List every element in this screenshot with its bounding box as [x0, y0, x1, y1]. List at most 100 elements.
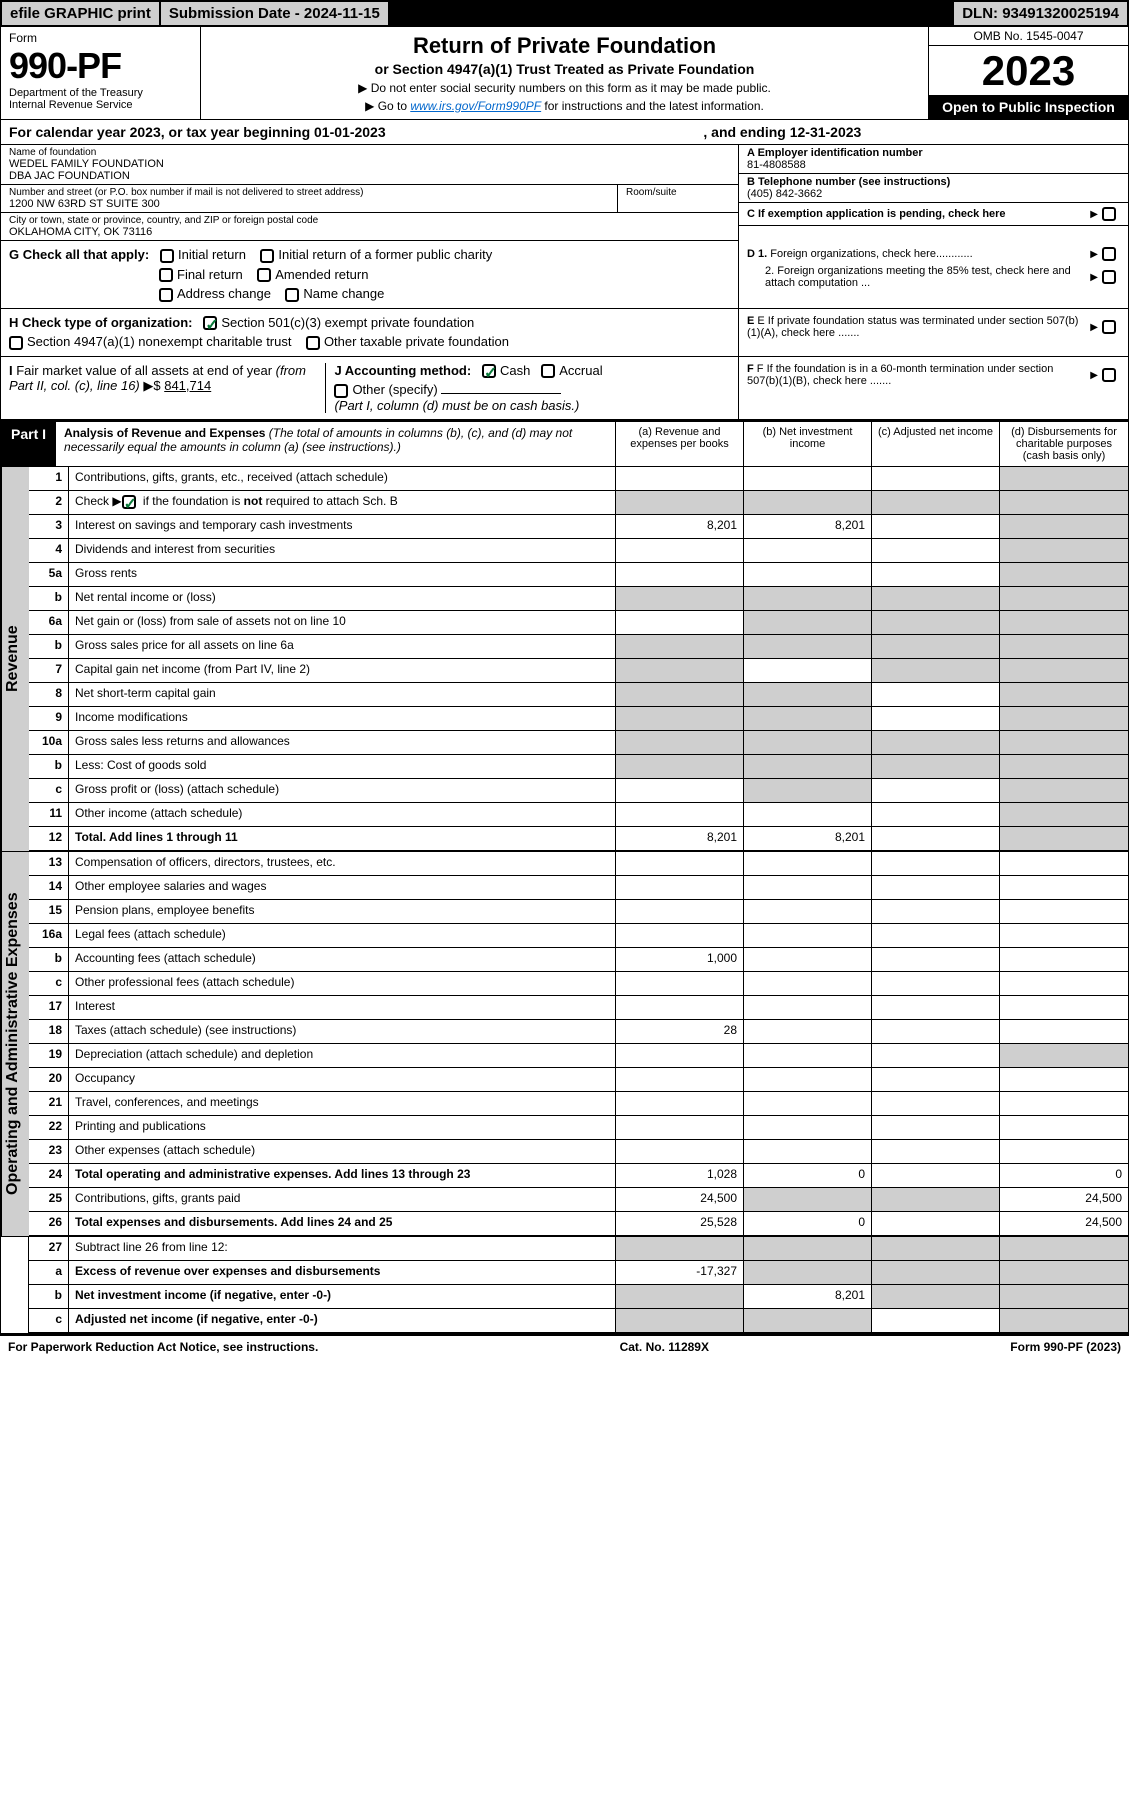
top-bar: efile GRAPHIC print Submission Date - 20… — [0, 0, 1129, 27]
calendar-year-end: , and ending 12-31-2023 — [703, 124, 1120, 140]
table-row: 1Contributions, gifts, grants, etc., rec… — [29, 467, 1128, 491]
table-row: bLess: Cost of goods sold — [29, 755, 1128, 779]
ein-value: 81-4808588 — [747, 159, 1120, 171]
cash-check[interactable] — [482, 364, 496, 378]
table-row: 22Printing and publications — [29, 1116, 1128, 1140]
form-label: Form — [9, 31, 192, 45]
initial-return-check[interactable] — [160, 249, 174, 263]
table-row: cAdjusted net income (if negative, enter… — [29, 1309, 1128, 1333]
501c3-check[interactable] — [203, 316, 217, 330]
col-c-header: (c) Adjusted net income — [872, 422, 1000, 466]
paperwork-notice: For Paperwork Reduction Act Notice, see … — [8, 1340, 318, 1354]
table-row: bGross sales price for all assets on lin… — [29, 635, 1128, 659]
tax-year: 2023 — [929, 46, 1128, 95]
h-label: H Check type of organization: — [9, 315, 192, 330]
final-return-check[interactable] — [159, 268, 173, 282]
part1-title: Analysis of Revenue and Expenses — [64, 426, 265, 440]
col-a-header: (a) Revenue and expenses per books — [616, 422, 744, 466]
table-row: 23Other expenses (attach schedule) — [29, 1140, 1128, 1164]
table-row: 27Subtract line 26 from line 12: — [29, 1237, 1128, 1261]
table-row: bAccounting fees (attach schedule)1,000 — [29, 948, 1128, 972]
foundation-name-label: Name of foundation — [9, 147, 730, 158]
table-row: 8Net short-term capital gain — [29, 683, 1128, 707]
omb-number: OMB No. 1545-0047 — [929, 27, 1128, 46]
table-row: 21Travel, conferences, and meetings — [29, 1092, 1128, 1116]
irs-link-note: ▶ Go to www.irs.gov/Form990PF for instru… — [209, 99, 920, 113]
j-label: J Accounting method: — [334, 363, 471, 378]
table-row: bNet investment income (if negative, ent… — [29, 1285, 1128, 1309]
revenue-section-label: Revenue — [1, 467, 29, 851]
table-row: 26Total expenses and disbursements. Add … — [29, 1212, 1128, 1236]
table-row: 12Total. Add lines 1 through 118,2018,20… — [29, 827, 1128, 851]
open-public: Open to Public Inspection — [929, 95, 1128, 119]
foundation-name1: WEDEL FAMILY FOUNDATION — [9, 158, 730, 170]
ein-label: A Employer identification number — [747, 147, 1120, 159]
accrual-check[interactable] — [541, 364, 555, 378]
table-row: 15Pension plans, employee benefits — [29, 900, 1128, 924]
irs: Internal Revenue Service — [9, 99, 192, 111]
table-row: 19Depreciation (attach schedule) and dep… — [29, 1044, 1128, 1068]
table-row: aExcess of revenue over expenses and dis… — [29, 1261, 1128, 1285]
other-tax-check[interactable] — [306, 336, 320, 350]
table-row: cGross profit or (loss) (attach schedule… — [29, 779, 1128, 803]
phone-label: B Telephone number (see instructions) — [747, 176, 1120, 188]
foundation-name2: DBA JAC FOUNDATION — [9, 170, 730, 182]
ssn-note: ▶ Do not enter social security numbers o… — [209, 81, 920, 95]
d2-label: 2. Foreign organizations meeting the 85%… — [747, 265, 1086, 289]
table-row: 25Contributions, gifts, grants paid24,50… — [29, 1188, 1128, 1212]
form-title: Return of Private Foundation — [209, 33, 920, 59]
part1-label: Part I — [1, 422, 56, 466]
calendar-year-begin: For calendar year 2023, or tax year begi… — [9, 124, 703, 140]
table-row: 9Income modifications — [29, 707, 1128, 731]
submission-date: Submission Date - 2024-11-15 — [161, 2, 390, 25]
table-row: 5aGross rents — [29, 563, 1128, 587]
j-note: (Part I, column (d) must be on cash basi… — [334, 398, 579, 413]
table-row: 2Check ▶ if the foundation is not requir… — [29, 491, 1128, 515]
table-row: 6aNet gain or (loss) from sale of assets… — [29, 611, 1128, 635]
room-label: Room/suite — [626, 187, 730, 198]
form-number: 990-PF — [9, 45, 192, 87]
foreign-org-check[interactable] — [1102, 247, 1116, 261]
table-row: 13Compensation of officers, directors, t… — [29, 852, 1128, 876]
exemption-checkbox[interactable] — [1102, 207, 1116, 221]
table-row: 4Dividends and interest from securities — [29, 539, 1128, 563]
exemption-pending-label: C If exemption application is pending, c… — [747, 208, 1006, 220]
name-change-check[interactable] — [285, 288, 299, 302]
other-method-check[interactable] — [334, 384, 348, 398]
table-row: 7Capital gain net income (from Part IV, … — [29, 659, 1128, 683]
dept-treasury: Department of the Treasury — [9, 87, 192, 99]
initial-former-check[interactable] — [260, 249, 274, 263]
irs-form-link[interactable]: www.irs.gov/Form990PF — [410, 99, 541, 113]
table-row: 16aLegal fees (attach schedule) — [29, 924, 1128, 948]
table-row: bNet rental income or (loss) — [29, 587, 1128, 611]
city-state-zip: OKLAHOMA CITY, OK 73116 — [9, 226, 730, 238]
fmv-value: 841,714 — [164, 378, 211, 393]
table-row: 20Occupancy — [29, 1068, 1128, 1092]
efile-label: efile GRAPHIC print — [2, 2, 161, 25]
form-subtitle: or Section 4947(a)(1) Trust Treated as P… — [209, 61, 920, 77]
cat-no: Cat. No. 11289X — [620, 1340, 709, 1354]
foreign-85-check[interactable] — [1102, 270, 1116, 284]
4947a1-check[interactable] — [9, 336, 23, 350]
table-row: 10aGross sales less returns and allowanc… — [29, 731, 1128, 755]
expenses-section-label: Operating and Administrative Expenses — [1, 852, 29, 1236]
table-row: 14Other employee salaries and wages — [29, 876, 1128, 900]
amended-return-check[interactable] — [257, 268, 271, 282]
dln: DLN: 93491320025194 — [952, 2, 1127, 25]
col-b-header: (b) Net investment income — [744, 422, 872, 466]
city-label: City or town, state or province, country… — [9, 215, 730, 226]
address-change-check[interactable] — [159, 288, 173, 302]
status-terminated-check[interactable] — [1102, 320, 1116, 334]
street-address: 1200 NW 63RD ST SUITE 300 — [9, 198, 609, 210]
table-row: 3Interest on savings and temporary cash … — [29, 515, 1128, 539]
form-footer: Form 990-PF (2023) — [1010, 1340, 1121, 1354]
street-label: Number and street (or P.O. box number if… — [9, 187, 609, 198]
table-row: 18Taxes (attach schedule) (see instructi… — [29, 1020, 1128, 1044]
table-row: 17Interest — [29, 996, 1128, 1020]
form-header: Form 990-PF Department of the Treasury I… — [0, 27, 1129, 120]
60-month-check[interactable] — [1102, 368, 1116, 382]
table-row: 24Total operating and administrative exp… — [29, 1164, 1128, 1188]
table-row: 11Other income (attach schedule) — [29, 803, 1128, 827]
table-row: cOther professional fees (attach schedul… — [29, 972, 1128, 996]
phone-value: (405) 842-3662 — [747, 188, 1120, 200]
